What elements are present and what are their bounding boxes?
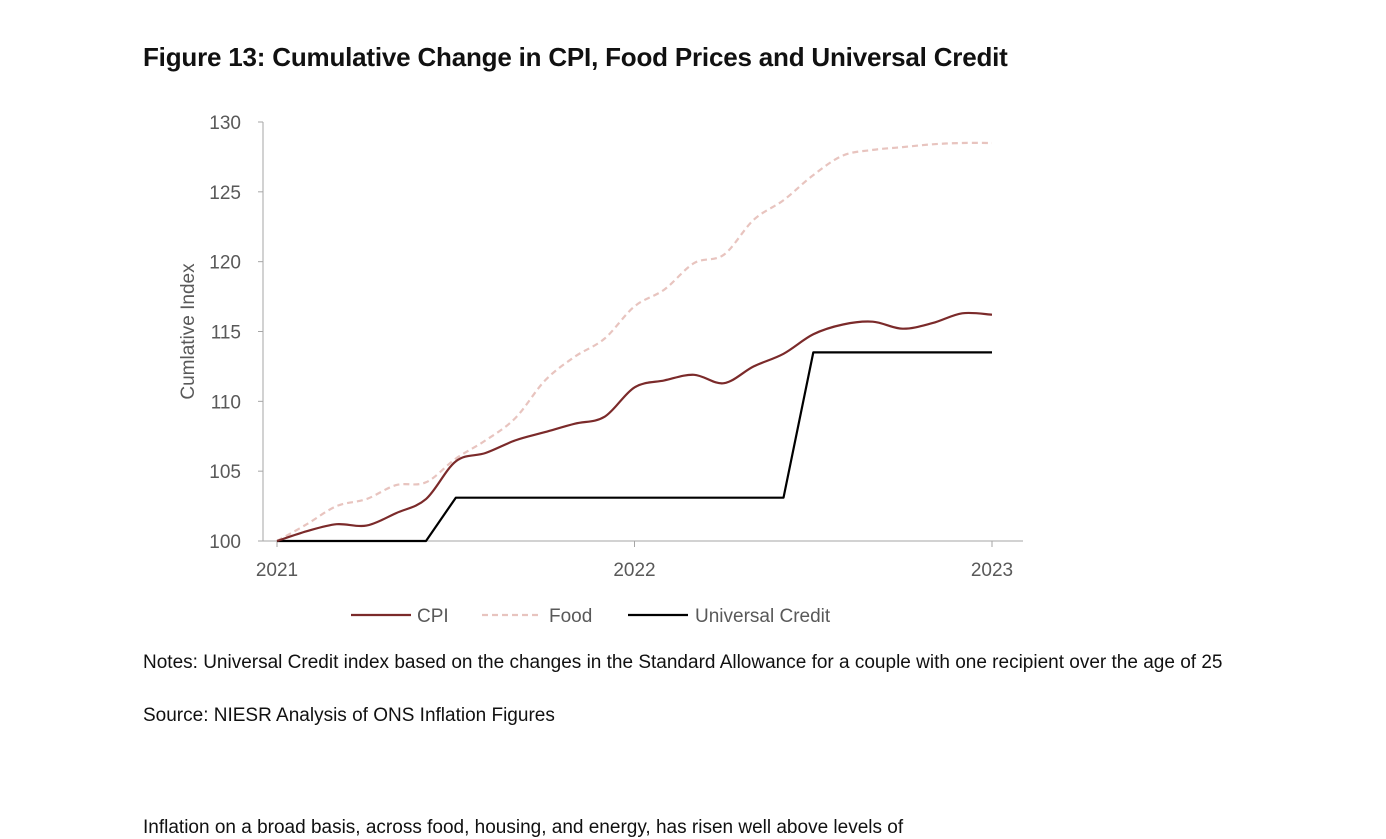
legend-label-universal-credit: Universal Credit (695, 606, 831, 627)
y-tick-label: 125 (209, 183, 241, 204)
y-axis-title: Cumlative Index (178, 263, 199, 400)
x-tick-label: 2021 (256, 560, 298, 581)
figure-title: Figure 13: Cumulative Change in CPI, Foo… (143, 42, 1008, 72)
chart-legend: CPI Food Universal Credit (351, 606, 831, 627)
chart-axes: 100 105 110 115 120 125 130 2021 2022 2023 Cumlati… (178, 113, 1023, 581)
chart-source: Source: NIESR Analysis of ONS Inflation … (143, 705, 555, 726)
legend-label-food: Food (549, 606, 592, 627)
y-tick-label: 120 (209, 253, 241, 274)
y-tick-label: 110 (211, 392, 241, 413)
x-tick-label: 2023 (971, 560, 1013, 581)
y-tick-label: 130 (209, 113, 241, 134)
y-tick-label: 115 (211, 323, 241, 344)
y-tick-label: 100 (209, 532, 241, 553)
y-tick-label: 105 (209, 462, 241, 483)
page-cut-text: Inflation on a broad basis, across food,… (143, 817, 904, 838)
legend-label-cpi: CPI (417, 606, 449, 627)
series-line-food (276, 141, 993, 542)
x-tick-label: 2022 (613, 560, 655, 581)
chart-series (276, 141, 993, 543)
chart-notes: Notes: Universal Credit index based on t… (143, 652, 1223, 673)
series-line-cpi (276, 311, 993, 543)
series-line-universal-credit (277, 351, 992, 543)
